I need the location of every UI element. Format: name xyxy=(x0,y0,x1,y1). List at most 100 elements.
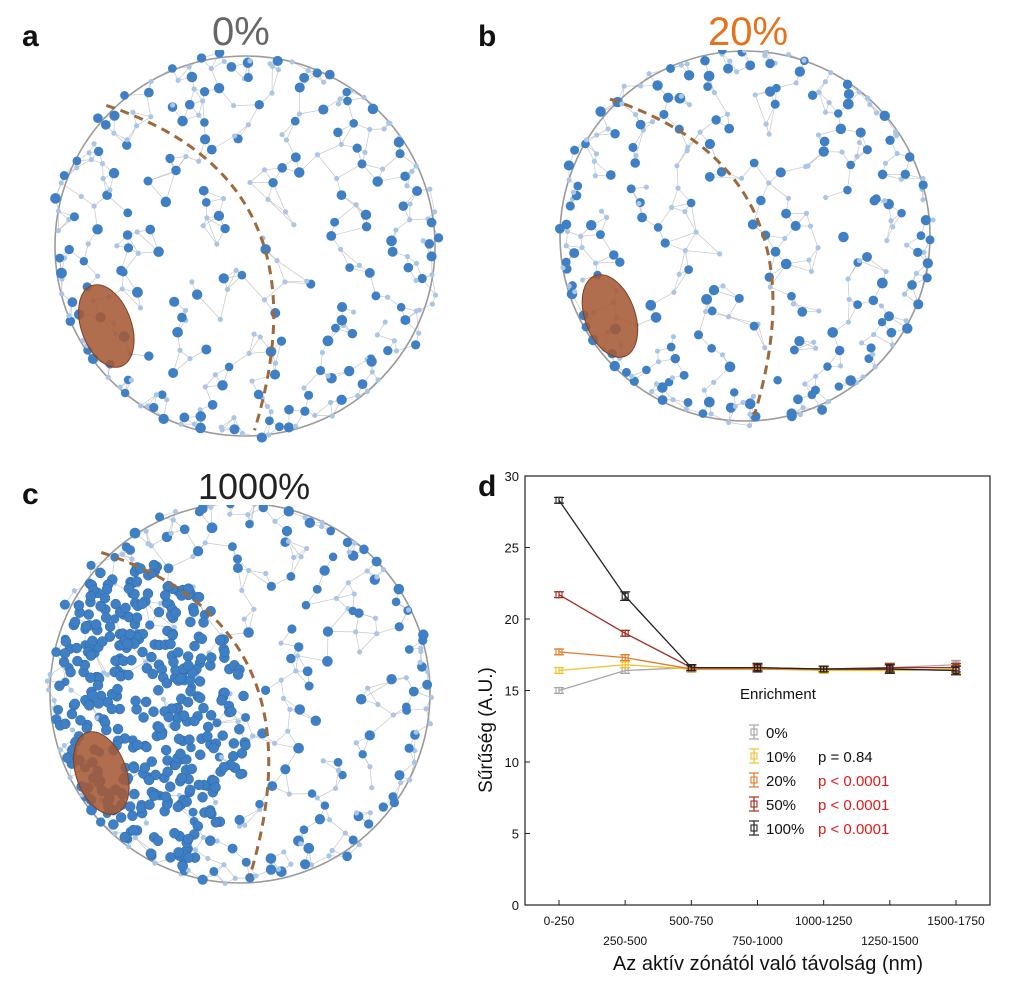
network-node xyxy=(566,177,572,183)
network-edge xyxy=(818,92,826,113)
enriched-node xyxy=(210,817,222,828)
enriched-node xyxy=(112,723,124,735)
network-node xyxy=(78,193,84,200)
network-node xyxy=(71,588,77,594)
network-node xyxy=(186,64,192,70)
network-node xyxy=(212,372,218,378)
network-node xyxy=(637,212,648,223)
x-tick-label: 1000-1250 xyxy=(795,914,853,928)
network-node xyxy=(321,79,327,85)
enriched-node xyxy=(181,796,192,807)
network-node xyxy=(902,323,913,334)
network-node xyxy=(116,265,126,276)
network-node xyxy=(396,302,406,312)
enriched-node xyxy=(123,669,134,681)
network-node xyxy=(592,173,598,179)
enriched-node xyxy=(234,723,245,735)
network-node xyxy=(750,393,757,399)
legend-title: Enrichment xyxy=(740,686,817,703)
network-node xyxy=(366,356,377,367)
network-edge xyxy=(132,111,151,118)
network-node xyxy=(245,122,252,128)
network-node xyxy=(338,246,344,252)
network-node xyxy=(217,380,228,391)
network-node xyxy=(172,326,183,338)
network-node xyxy=(286,572,296,581)
enriched-node xyxy=(104,631,116,642)
network-node xyxy=(907,280,917,290)
network-node xyxy=(109,110,120,121)
network-node xyxy=(747,219,758,230)
network-node xyxy=(889,342,896,348)
network-node xyxy=(314,814,326,825)
network-node xyxy=(398,201,409,211)
network-node xyxy=(855,127,866,138)
network-node xyxy=(420,238,426,244)
network-node xyxy=(629,373,635,379)
network-node xyxy=(304,390,314,400)
network-node xyxy=(894,150,900,157)
network-edge xyxy=(757,323,766,348)
network-node xyxy=(413,163,419,169)
enriched-node xyxy=(131,612,143,623)
network-node xyxy=(797,411,804,418)
network-node xyxy=(168,530,174,536)
network-node xyxy=(57,747,63,753)
network-edges xyxy=(55,52,439,438)
network-edge xyxy=(271,69,279,94)
chart-axes: 0 5 10 15 20 25 30 0-250 250-500 500-750 750-1000 1… xyxy=(505,469,991,948)
network-edge xyxy=(293,548,307,558)
network-node xyxy=(122,140,132,150)
network-node xyxy=(785,195,792,201)
network-edge xyxy=(207,858,225,866)
network-node xyxy=(580,277,586,283)
network-node xyxy=(882,160,889,166)
network-node xyxy=(921,249,927,255)
network-node xyxy=(170,102,176,108)
network-edge xyxy=(859,260,887,272)
network-node xyxy=(93,113,103,123)
enriched-node xyxy=(108,819,119,830)
network-node xyxy=(61,742,68,749)
network-edge xyxy=(317,144,342,156)
network-node xyxy=(394,770,405,781)
network-node xyxy=(772,83,781,93)
network-node xyxy=(326,853,332,859)
network-node xyxy=(246,350,252,356)
network-node xyxy=(657,382,668,393)
network-node xyxy=(670,353,681,364)
network-node xyxy=(773,376,782,385)
network-node xyxy=(668,204,675,210)
network-node xyxy=(901,291,908,297)
network-node xyxy=(813,345,819,351)
network-node xyxy=(738,175,745,181)
network-edge xyxy=(288,540,307,549)
network-node xyxy=(827,327,838,338)
network-node xyxy=(797,306,808,317)
network-node xyxy=(635,119,646,130)
network-edge xyxy=(709,176,742,179)
network-node xyxy=(701,293,712,305)
network-node xyxy=(364,267,375,278)
active-zone xyxy=(581,274,639,358)
network-node xyxy=(294,167,305,178)
legend-entry: 50% p < 0.0001 xyxy=(749,796,889,814)
network-node xyxy=(391,597,401,607)
enriched-node xyxy=(92,680,104,691)
enriched-node xyxy=(183,660,194,671)
network-node xyxy=(886,327,897,338)
enriched-node xyxy=(101,584,113,595)
network-node xyxy=(382,319,388,325)
network-node xyxy=(762,52,768,58)
enriched-node xyxy=(85,590,96,602)
network-node xyxy=(400,315,411,326)
network-node xyxy=(145,224,156,235)
network-node xyxy=(683,406,689,412)
network-node xyxy=(51,647,62,658)
network-edge xyxy=(676,165,679,189)
network-node xyxy=(199,134,211,145)
panel-title-b: 20% xyxy=(708,10,789,54)
y-tick-label: 0 xyxy=(512,898,519,913)
data-point xyxy=(820,665,828,673)
network-node xyxy=(153,392,160,398)
